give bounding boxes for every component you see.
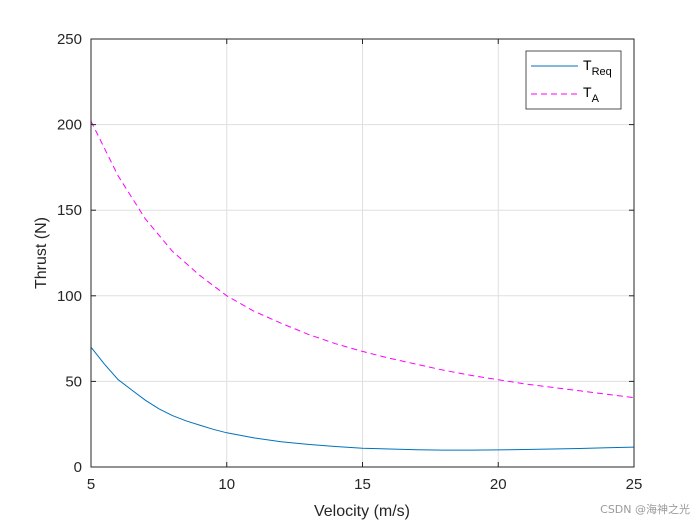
legend: TReq TA: [525, 50, 622, 110]
x-axis-label: Velocity (m/s): [314, 503, 410, 520]
x-tick-label-15: 15: [354, 476, 371, 493]
x-tick-label-5: 5: [87, 476, 95, 493]
y-tick-label-250: 250: [57, 31, 82, 48]
y-tick-label-150: 150: [57, 202, 82, 219]
legend-sub-ta: A: [592, 93, 600, 105]
axis-ticks: [90, 38, 635, 468]
x-tick-label-20: 20: [490, 476, 507, 493]
legend-main-ta: T: [583, 84, 592, 100]
series-layer: [90, 120, 635, 451]
x-tick-label-25: 25: [626, 476, 643, 493]
watermark-text: CSDN @海神之光: [600, 503, 690, 516]
legend-label-treq: TReq: [583, 57, 612, 78]
x-tick-label-10: 10: [218, 476, 235, 493]
series-line-t-a: [90, 120, 635, 399]
y-tick-label-50: 50: [65, 373, 82, 390]
legend-sub-treq: Req: [592, 66, 612, 78]
legend-main-treq: T: [583, 57, 592, 73]
y-tick-label-200: 200: [57, 117, 82, 134]
series-line-t-req: [90, 346, 635, 451]
legend-label-ta: TA: [583, 84, 600, 105]
legend-box: [525, 50, 622, 110]
y-axis-label: Thrust (N): [33, 217, 50, 289]
y-tick-label-100: 100: [57, 288, 82, 305]
y-tick-label-0: 0: [74, 459, 82, 476]
